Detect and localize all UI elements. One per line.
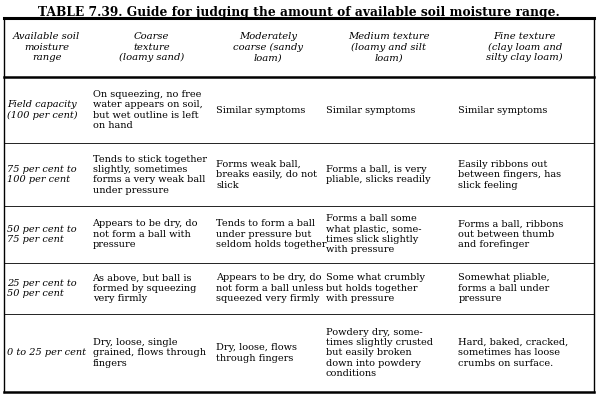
Text: Some what crumbly
but holds together
with pressure: Some what crumbly but holds together wit… xyxy=(325,273,425,303)
Text: Available soil
moisture
range: Available soil moisture range xyxy=(13,32,80,62)
Text: Dry, loose, single
grained, flows through
fingers: Dry, loose, single grained, flows throug… xyxy=(93,338,206,368)
Text: Similar symptoms: Similar symptoms xyxy=(458,105,548,114)
Text: 0 to 25 per cent: 0 to 25 per cent xyxy=(7,348,86,357)
Text: Fine texture
(clay loam and
silty clay loam): Fine texture (clay loam and silty clay l… xyxy=(486,32,563,63)
Text: Forms weak ball,
breaks easily, do not
slick: Forms weak ball, breaks easily, do not s… xyxy=(216,160,318,190)
Text: 75 per cent to
100 per cent: 75 per cent to 100 per cent xyxy=(7,165,77,185)
Text: Tends to stick together
slightly, sometimes
forms a very weak ball
under pressur: Tends to stick together slightly, someti… xyxy=(93,154,206,195)
Text: Medium texture
(loamy and silt
loam): Medium texture (loamy and silt loam) xyxy=(348,32,430,62)
Text: Dry, loose, flows
through fingers: Dry, loose, flows through fingers xyxy=(216,343,297,362)
Text: Similar symptoms: Similar symptoms xyxy=(325,105,415,114)
Text: Moderately
coarse (sandy
loam): Moderately coarse (sandy loam) xyxy=(233,32,303,62)
Text: TABLE 7.39. Guide for judging the amount of available soil moisture range.: TABLE 7.39. Guide for judging the amount… xyxy=(38,6,560,19)
Text: Forms a ball, is very
pliable, slicks readily: Forms a ball, is very pliable, slicks re… xyxy=(325,165,430,185)
Text: Somewhat pliable,
forms a ball under
pressure: Somewhat pliable, forms a ball under pre… xyxy=(458,273,550,303)
Text: Forms a ball some
what plastic, some-
times slick slightly
with pressure: Forms a ball some what plastic, some- ti… xyxy=(325,214,421,255)
Text: Similar symptoms: Similar symptoms xyxy=(216,105,306,114)
Text: Tends to form a ball
under pressure but
seldom holds together: Tends to form a ball under pressure but … xyxy=(216,219,327,249)
Text: 25 per cent to
50 per cent: 25 per cent to 50 per cent xyxy=(7,278,77,298)
Text: 50 per cent to
75 per cent: 50 per cent to 75 per cent xyxy=(7,225,77,244)
Text: Easily ribbons out
between fingers, has
slick feeling: Easily ribbons out between fingers, has … xyxy=(458,160,562,190)
Text: Coarse
texture
(loamy sand): Coarse texture (loamy sand) xyxy=(119,32,184,62)
Text: Forms a ball, ribbons
out between thumb
and forefinger: Forms a ball, ribbons out between thumb … xyxy=(458,219,564,249)
Text: Appears to be dry, do
not form a ball unless
squeezed very firmly: Appears to be dry, do not form a ball un… xyxy=(216,273,324,303)
Text: Powdery dry, some-
times slightly crusted
but easily broken
down into powdery
co: Powdery dry, some- times slightly cruste… xyxy=(325,327,432,378)
Text: Appears to be dry, do
not form a ball with
pressure: Appears to be dry, do not form a ball wi… xyxy=(93,219,198,249)
Text: Hard, baked, cracked,
sometimes has loose
crumbs on surface.: Hard, baked, cracked, sometimes has loos… xyxy=(458,338,569,368)
Text: Field capacity
(100 per cent): Field capacity (100 per cent) xyxy=(7,100,78,120)
Text: On squeezing, no free
water appears on soil,
but wet outline is left
on hand: On squeezing, no free water appears on s… xyxy=(93,90,202,130)
Text: As above, but ball is
formed by squeezing
very firmly: As above, but ball is formed by squeezin… xyxy=(93,273,196,303)
